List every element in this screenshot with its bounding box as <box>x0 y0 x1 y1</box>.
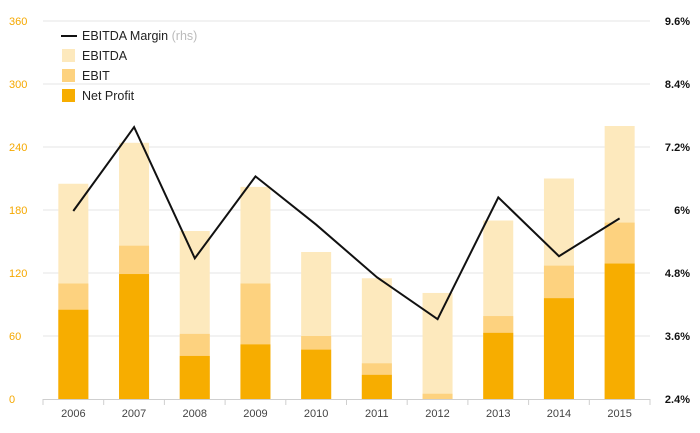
left-tick-label: 60 <box>9 331 21 343</box>
bar-net-profit <box>361 374 392 399</box>
bar-net-profit <box>604 263 635 399</box>
bar-net-profit <box>483 332 514 399</box>
x-tick-label: 2009 <box>243 408 267 420</box>
left-tick-label: 240 <box>9 142 27 154</box>
bar-ebit <box>422 393 453 399</box>
bar-net-profit <box>240 344 271 399</box>
bar-net-profit <box>119 274 150 399</box>
right-tick-label: 7.2% <box>665 142 690 154</box>
left-tick-label: 120 <box>9 268 27 280</box>
right-tick-label: 3.6% <box>665 331 690 343</box>
left-tick-label: 0 <box>9 394 15 406</box>
right-tick-label: 2.4% <box>665 394 690 406</box>
legend-label-ebitda-margin: EBITDA Margin (rhs) <box>82 29 197 43</box>
x-tick-label: 2006 <box>61 408 85 420</box>
right-tick-label: 9.6% <box>665 16 690 28</box>
bar-ebitda <box>422 292 453 399</box>
axes: 0 2.4% 60 3.6% 120 4.8% 180 6% 240 7.2% 300 8.4% 360… <box>9 16 690 420</box>
legend-label-ebit: EBIT <box>82 69 110 83</box>
legend-label-net-profit: Net Profit <box>82 89 135 103</box>
legend-swatch-net-profit <box>62 89 75 102</box>
bar-net-profit <box>179 355 210 399</box>
ebitda-margin-line <box>72 125 621 321</box>
x-tick-label: 2010 <box>304 408 328 420</box>
bar-layer <box>58 126 635 400</box>
legend-swatch-ebit <box>62 69 75 82</box>
legend: EBITDA Margin (rhs) EBITDA EBIT Net Prof… <box>61 29 197 103</box>
bar-net-profit <box>301 349 332 399</box>
x-tick-label: 2011 <box>365 408 389 420</box>
bar-net-profit <box>58 309 89 399</box>
left-tick-label: 300 <box>9 79 27 91</box>
margin-line-layer <box>72 125 621 321</box>
legend-label-ebitda: EBITDA <box>82 49 128 63</box>
right-tick-label: 8.4% <box>665 79 690 91</box>
x-tick-label: 2008 <box>183 408 207 420</box>
legend-swatch-ebitda <box>62 49 75 62</box>
left-tick-label: 360 <box>9 16 27 28</box>
x-tick-label: 2013 <box>486 408 510 420</box>
left-tick-label: 180 <box>9 205 27 217</box>
x-tick-label: 2015 <box>607 408 631 420</box>
x-tick-label: 2007 <box>122 408 146 420</box>
x-tick-label: 2012 <box>425 408 449 420</box>
bar-net-profit <box>543 298 574 399</box>
right-tick-label: 6% <box>674 205 690 217</box>
x-tick-label: 2014 <box>547 408 571 420</box>
right-tick-label: 4.8% <box>665 268 690 280</box>
